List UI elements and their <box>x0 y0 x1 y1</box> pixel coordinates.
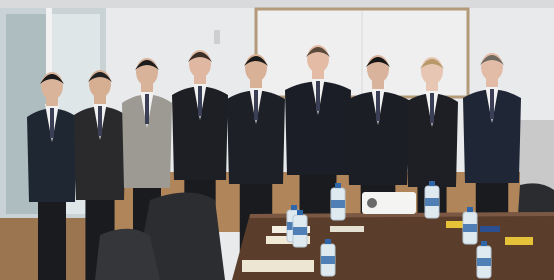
bottle-label <box>425 198 439 206</box>
bottle <box>425 181 439 218</box>
tie <box>316 81 320 111</box>
tie <box>98 106 102 136</box>
bottle <box>331 183 345 220</box>
bottle <box>321 239 335 276</box>
tie <box>50 108 54 138</box>
note <box>505 237 533 245</box>
bottle <box>463 207 477 244</box>
bottle-label <box>321 256 335 264</box>
bottle-cap <box>467 207 473 212</box>
bottle-cap <box>297 210 303 215</box>
name-card <box>242 260 314 272</box>
bottle-label <box>331 200 345 208</box>
bottle <box>293 210 307 247</box>
tie <box>254 90 258 120</box>
tie <box>376 91 380 121</box>
pen-case <box>480 226 500 232</box>
bottle-label <box>293 227 307 235</box>
bottle-cap <box>481 241 487 246</box>
bottle-label <box>477 258 491 266</box>
bottle <box>477 241 491 278</box>
bottle-cap <box>291 205 297 210</box>
wall-light <box>214 30 220 44</box>
page: Group photo {} html, body { margin: 0; p… <box>0 0 554 280</box>
tie <box>490 89 494 119</box>
bottle-label <box>463 224 477 232</box>
legs <box>38 192 66 280</box>
tie <box>430 93 434 123</box>
tie <box>145 94 149 124</box>
bottle-cap <box>325 239 331 244</box>
paper <box>330 226 364 232</box>
projector-lens <box>367 198 377 208</box>
page-body: (() => { const svg = document.getElement… <box>0 0 554 280</box>
bottle-cap <box>429 181 435 186</box>
bottle-cap <box>335 183 341 188</box>
photo <box>0 0 554 280</box>
ceiling <box>0 0 554 8</box>
tie <box>198 86 202 116</box>
